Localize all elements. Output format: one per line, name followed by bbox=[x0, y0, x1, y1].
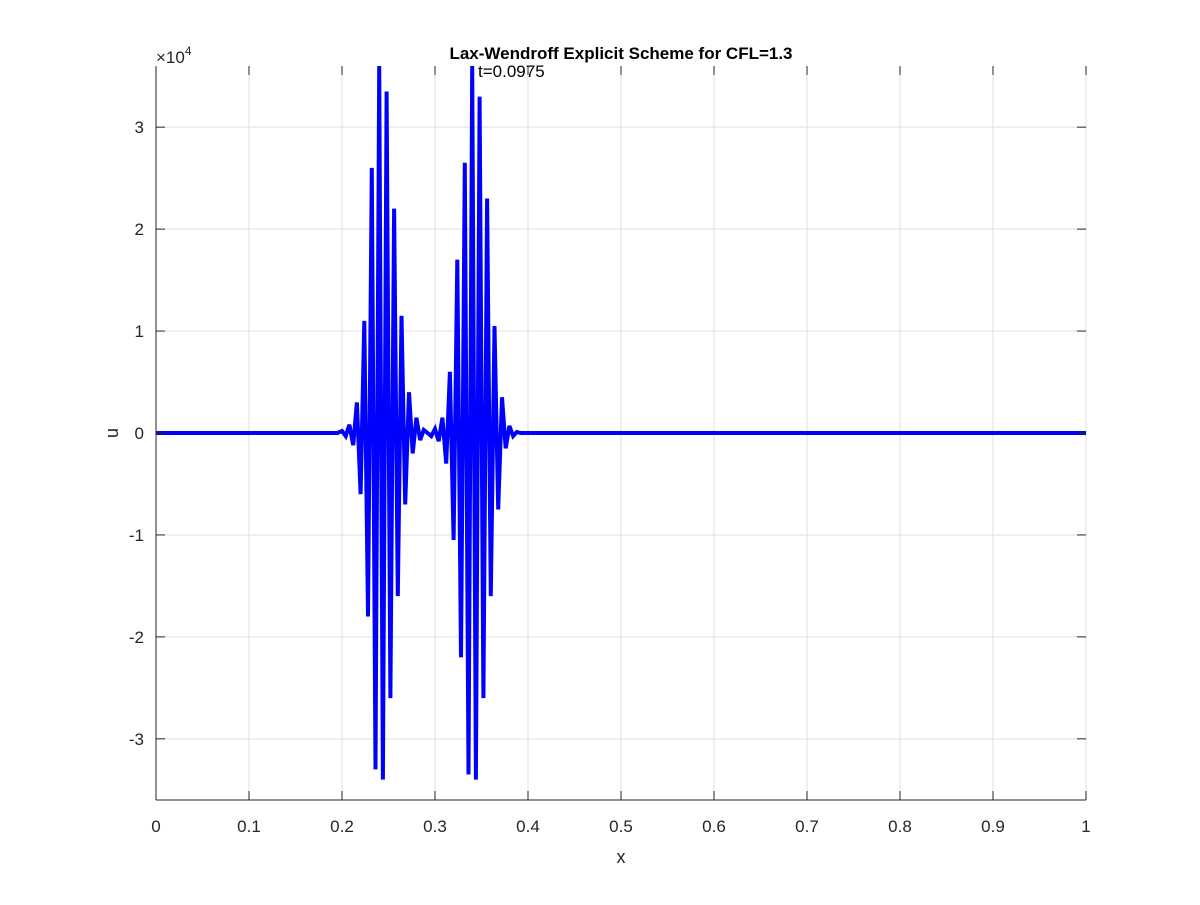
y-tick-label: -3 bbox=[129, 730, 144, 749]
y-tick-label: 0 bbox=[135, 424, 144, 443]
y-exponent-base: ×10 bbox=[156, 48, 185, 67]
x-tick-label: 0.8 bbox=[888, 817, 912, 836]
x-axis-label: x bbox=[617, 847, 626, 867]
x-tick-label: 0.6 bbox=[702, 817, 726, 836]
chart-title: Lax-Wendroff Explicit Scheme for CFL=1.3 bbox=[449, 44, 792, 63]
x-tick-label: 0.9 bbox=[981, 817, 1005, 836]
y-axis-label: u bbox=[102, 428, 122, 438]
ticks: 0 0.1 0.2 0.3 0.4 0.5 0.6 0.7 0.8 0.9 1 -3 -2 -1 0 1 2 3 bbox=[129, 66, 1091, 836]
y-exponent-label: ×104 bbox=[156, 44, 192, 67]
y-tick-label: 2 bbox=[135, 220, 144, 239]
time-annotation: t=0.0975 bbox=[478, 62, 545, 81]
y-tick-label: -1 bbox=[129, 526, 144, 545]
y-tick-label: 1 bbox=[135, 322, 144, 341]
x-tick-label: 1 bbox=[1081, 817, 1090, 836]
x-tick-label: 0.3 bbox=[423, 817, 447, 836]
x-tick-label: 0.4 bbox=[516, 817, 540, 836]
x-tick-label: 0.2 bbox=[330, 817, 354, 836]
y-tick-label: -2 bbox=[129, 628, 144, 647]
x-tick-label: 0.1 bbox=[237, 817, 261, 836]
y-exponent-power: 4 bbox=[185, 44, 192, 58]
y-tick-label: 3 bbox=[135, 118, 144, 137]
series-layer bbox=[156, 65, 1086, 780]
series-line bbox=[156, 65, 1086, 780]
x-tick-label: 0.7 bbox=[795, 817, 819, 836]
x-tick-label: 0.5 bbox=[609, 817, 633, 836]
x-tick-label: 0 bbox=[151, 817, 160, 836]
